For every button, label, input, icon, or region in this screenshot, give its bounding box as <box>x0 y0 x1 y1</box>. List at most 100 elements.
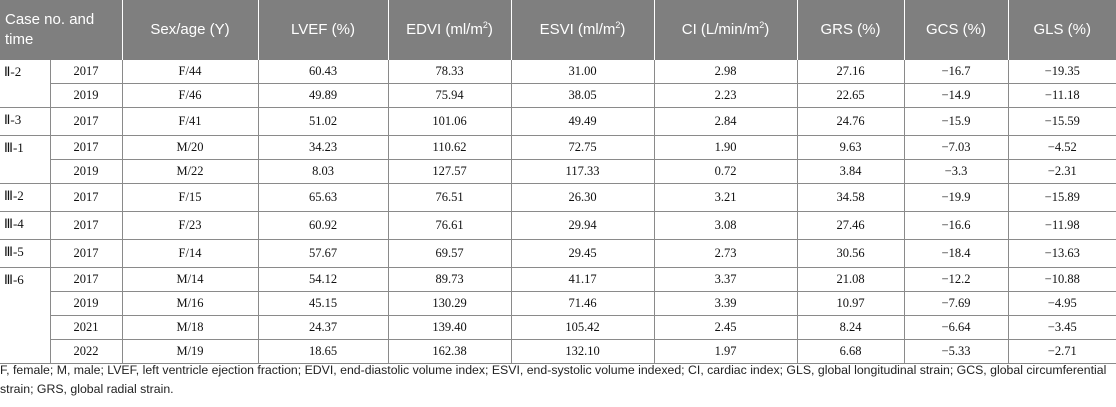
column-header-superscript: 2 <box>482 20 488 30</box>
year-cell: 2019 <box>50 159 123 184</box>
year-cell: 2017 <box>50 267 123 292</box>
column-header: Case no. and time <box>0 0 123 60</box>
column-header-suffix: ) <box>487 21 493 38</box>
table-row: 2019 M/16 45.15 130.29 71.46 3.39 10.97 −7.69 −4… <box>0 291 1116 316</box>
table-cell: −11.98 <box>1008 211 1116 240</box>
footnote: F, female; M, male; LVEF, left ventricle… <box>0 363 1107 396</box>
table-row: Ⅲ-6 2017 M/14 54.12 89.73 41.17 3.37 21.08 −12.2… <box>0 267 1116 364</box>
table-cell: −19.35 <box>1008 60 1116 84</box>
table-cell: 9.63 <box>797 135 905 160</box>
case-cell: Ⅲ-4 <box>0 211 51 240</box>
table-cell: 3.37 <box>654 267 798 292</box>
table-cell: 31.00 <box>511 60 655 84</box>
table-cell: −4.95 <box>1008 291 1116 316</box>
table-cell: −7.03 <box>904 135 1009 160</box>
year-cell: 2019 <box>50 291 123 316</box>
table-cell: 41.17 <box>511 267 655 292</box>
table-row: 2022 M/19 18.65 162.38 132.10 1.97 6.68 −5.33 −2… <box>0 339 1116 364</box>
table-cell: 78.33 <box>388 60 512 84</box>
table-cell: 26.30 <box>511 183 655 212</box>
table-cell: F/15 <box>122 183 259 212</box>
year-cell: 2019 <box>50 83 123 108</box>
column-header: EDVI (ml/m2) <box>388 0 512 60</box>
table-cell: 29.94 <box>511 211 655 240</box>
table-cell: −2.71 <box>1008 339 1116 364</box>
table-cell: 69.57 <box>388 239 512 268</box>
table-body: Ⅱ-2 2017 F/44 60.43 78.33 31.00 2.98 27.16 −16.7… <box>0 60 1116 364</box>
table-cell: 132.10 <box>511 339 655 364</box>
table-cell: F/44 <box>122 60 259 84</box>
table-cell: 0.72 <box>654 159 798 184</box>
table-cell: F/14 <box>122 239 259 268</box>
column-header-label: EDVI (ml/m <box>406 21 483 38</box>
table-cell: 21.08 <box>797 267 905 292</box>
year-cell: 2017 <box>50 183 123 212</box>
table-row: Ⅱ-2 2017 F/44 60.43 78.33 31.00 2.98 27.16 −16.7… <box>0 60 1116 108</box>
column-header-superscript: 2 <box>615 20 621 30</box>
year-cell: 2017 <box>50 239 123 268</box>
table-cell: 3.08 <box>654 211 798 240</box>
table-cell: −3.3 <box>904 159 1009 184</box>
table-row: 2019 M/22 8.03 127.57 117.33 0.72 3.84 −3.3 −2.3… <box>0 159 1116 184</box>
table-cell: 8.03 <box>258 159 389 184</box>
table-cell: 27.16 <box>797 60 905 84</box>
table-cell: F/23 <box>122 211 259 240</box>
column-header: ESVI (ml/m2) <box>511 0 655 60</box>
table-cell: −6.64 <box>904 315 1009 340</box>
column-header-label: Case no. and time <box>5 11 95 48</box>
table-cell: −2.31 <box>1008 159 1116 184</box>
table-cell: 34.58 <box>797 183 905 212</box>
table-cell: −10.88 <box>1008 267 1116 292</box>
table-cell: 27.46 <box>797 211 905 240</box>
column-header-label: GCS (%) <box>926 21 986 38</box>
table-row: Ⅲ-5 2017 F/14 57.67 69.57 29.45 2.73 30.56 −18.4… <box>0 239 1116 268</box>
table-cell: 127.57 <box>388 159 512 184</box>
table-cell: 75.94 <box>388 83 512 108</box>
year-cell: 2017 <box>50 135 123 160</box>
table-cell: 30.56 <box>797 239 905 268</box>
table-cell: M/16 <box>122 291 259 316</box>
table-cell: F/41 <box>122 107 259 136</box>
table-cell: 6.68 <box>797 339 905 364</box>
table-cell: 51.02 <box>258 107 389 136</box>
table-cell: −15.59 <box>1008 107 1116 136</box>
table-cell: 2.45 <box>654 315 798 340</box>
table-cell: 1.97 <box>654 339 798 364</box>
table-cell: M/18 <box>122 315 259 340</box>
table-cell: 3.21 <box>654 183 798 212</box>
table-cell: 22.65 <box>797 83 905 108</box>
table-cell: 54.12 <box>258 267 389 292</box>
column-header-label: CI (L/min/m <box>681 21 760 38</box>
table-cell: 3.84 <box>797 159 905 184</box>
year-cell: 2017 <box>50 211 123 240</box>
table-cell: 45.15 <box>258 291 389 316</box>
table-cell: 105.42 <box>511 315 655 340</box>
table-cell: 139.40 <box>388 315 512 340</box>
table-cell: 65.63 <box>258 183 389 212</box>
table-cell: −11.18 <box>1008 83 1116 108</box>
table-row: 2019 F/46 49.89 75.94 38.05 2.23 22.65 −14.9 −11… <box>0 83 1116 108</box>
table-cell: M/22 <box>122 159 259 184</box>
year-cell: 2022 <box>50 339 123 364</box>
table-cell: 71.46 <box>511 291 655 316</box>
header-row: Case no. and time Sex/age (Y) LVEF (%) EDVI… <box>0 0 1116 60</box>
column-header-label: GRS (%) <box>820 21 881 38</box>
table-cell: 72.75 <box>511 135 655 160</box>
table-cell: −7.69 <box>904 291 1009 316</box>
case-cell: Ⅲ-5 <box>0 239 51 268</box>
column-header-label: ESVI (ml/m <box>539 21 616 38</box>
table-cell: 49.49 <box>511 107 655 136</box>
column-header: CI (L/min/m2) <box>654 0 798 60</box>
table-cell: 10.97 <box>797 291 905 316</box>
table-header: Case no. and time Sex/age (Y) LVEF (%) EDVI… <box>0 0 1116 60</box>
column-header-label: Sex/age (Y) <box>150 21 230 38</box>
table-cell: 130.29 <box>388 291 512 316</box>
table-cell: 8.24 <box>797 315 905 340</box>
table-cell: 49.89 <box>258 83 389 108</box>
table-cell: 2.98 <box>654 60 798 84</box>
column-header: Sex/age (Y) <box>122 0 259 60</box>
table-cell: −16.7 <box>904 60 1009 84</box>
table-cell: 18.65 <box>258 339 389 364</box>
table-cell: 162.38 <box>388 339 512 364</box>
